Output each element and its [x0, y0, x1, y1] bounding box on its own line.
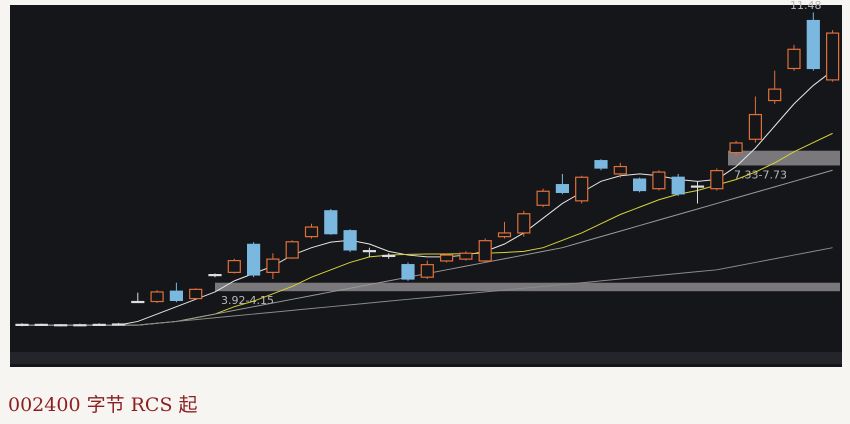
candle-body [401, 264, 415, 280]
high-label: 11.48 [790, 0, 822, 12]
candle-body [324, 210, 338, 235]
candle-body [710, 170, 724, 190]
candle-body [632, 178, 647, 192]
candle-body [285, 241, 299, 259]
candle-body [768, 88, 782, 102]
candle-body [304, 226, 319, 238]
candle-body [729, 142, 743, 154]
candle-body [671, 176, 685, 195]
caption: 002400 字节 RCS 起 [8, 394, 198, 416]
candle-body [613, 165, 627, 175]
candle-body [362, 250, 376, 253]
candle-body [748, 113, 763, 140]
candle-body [497, 232, 512, 238]
candle-body [806, 19, 820, 70]
candle-body [787, 48, 801, 70]
candle-body [343, 230, 357, 251]
moving-average-line [22, 247, 833, 326]
candle-body [73, 324, 87, 327]
status-strip [10, 352, 842, 364]
candle-body [92, 323, 106, 326]
price-band [215, 282, 840, 292]
candle-body [825, 32, 840, 81]
candle-body [420, 264, 434, 278]
candle-body [111, 323, 126, 326]
candle-body [247, 243, 261, 276]
band-label: 7.33-7.73 [734, 168, 787, 181]
candle-body [517, 213, 531, 234]
candle-body [459, 252, 473, 260]
candle-body [169, 290, 183, 302]
candle-body [478, 240, 492, 262]
candle-body [575, 176, 589, 202]
candle-body [382, 254, 396, 258]
candle-body [266, 258, 280, 273]
candle-body [555, 184, 570, 193]
candle-body [150, 291, 164, 303]
candle-body [131, 300, 145, 304]
candle-body [208, 274, 222, 277]
candle-body [53, 324, 68, 327]
candle-body [690, 185, 705, 188]
band-label: 3.92-4.15 [221, 294, 274, 307]
candle-body [227, 259, 241, 273]
candle-body [440, 254, 454, 262]
candle-body [594, 160, 608, 169]
candle-body [189, 288, 203, 300]
candle-body [34, 323, 48, 326]
candle-body [652, 171, 666, 190]
candle-body [536, 190, 550, 206]
candle-body [15, 323, 29, 326]
